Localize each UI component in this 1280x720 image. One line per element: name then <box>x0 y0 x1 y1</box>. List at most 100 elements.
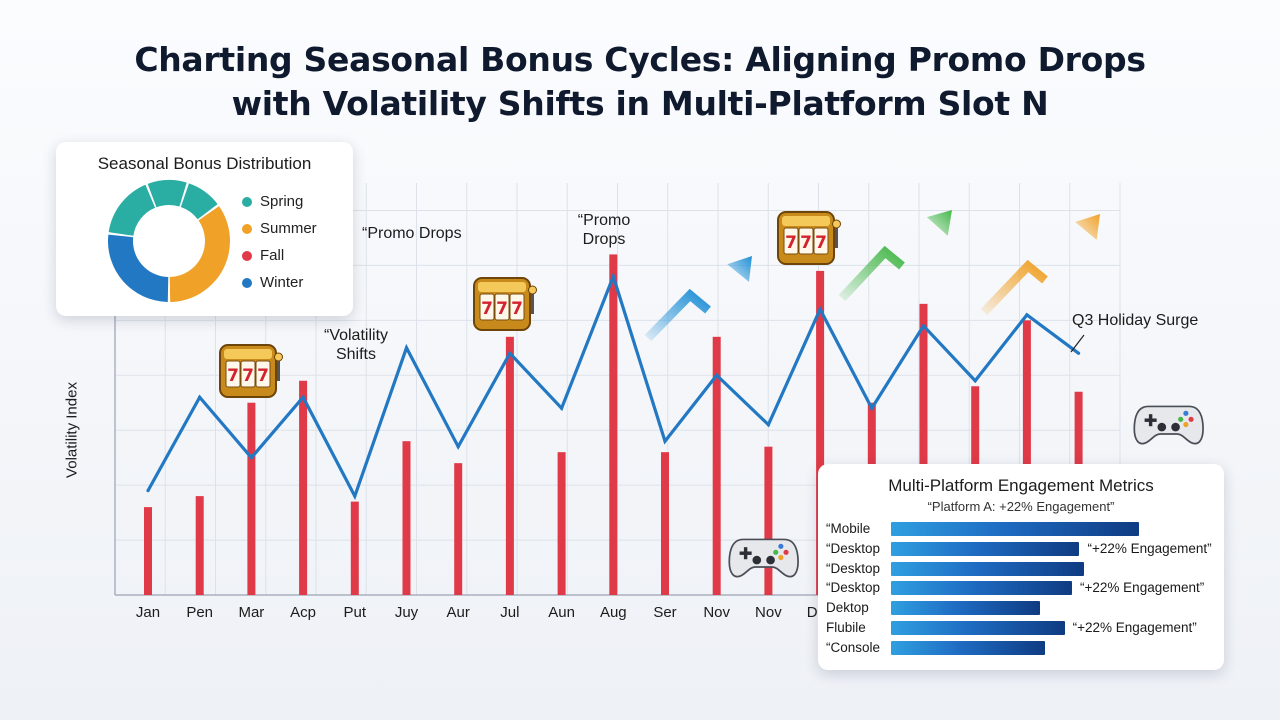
annotation-promo-drops-2: “Promo Drops <box>577 212 631 248</box>
engagement-bar <box>891 640 1045 655</box>
x-tick-label: Nov <box>755 604 782 621</box>
slot-machine-seven: 7 <box>800 233 812 253</box>
line-point-14 <box>870 406 874 410</box>
gamepad-button <box>1178 416 1184 422</box>
engagement-label: Flubile <box>826 620 866 635</box>
page-title-line-1: Charting Seasonal Bonus Cycles: Aligning… <box>134 40 1146 79</box>
line-point-0 <box>146 489 150 493</box>
gamepad-button <box>1188 416 1194 422</box>
line-point-13 <box>818 307 822 311</box>
engagement-bar <box>891 541 1080 556</box>
gamepad-dpad <box>743 547 748 560</box>
line-point-2 <box>249 456 253 460</box>
legend-swatch-fall <box>242 250 252 261</box>
legend-item-spring: Spring <box>242 188 317 215</box>
gamepad-button <box>778 554 784 561</box>
x-tick-label: Aun <box>548 604 575 621</box>
donut-title: Seasonal Bonus Distribution <box>97 154 312 173</box>
engagement-title: Multi-Platform Engagement Metrics <box>888 476 1154 495</box>
gamepad-icon <box>728 538 799 578</box>
x-tick-label: Jul <box>500 604 520 621</box>
slot-machine-seven: 7 <box>496 299 508 319</box>
bar-15 <box>919 303 928 595</box>
x-tick-label: Juy <box>394 604 419 621</box>
x-tick-label: Acp <box>290 604 317 621</box>
engagement-label: “Console <box>826 639 881 655</box>
annotation-q3-holiday-surge: Q3 Holiday Surge <box>1072 312 1199 329</box>
engagement-row: “Desktop “+22% Engagement” <box>818 539 1224 559</box>
slot-machine-seven: 7 <box>227 366 239 386</box>
trend-arrow-head <box>926 210 952 236</box>
line-point-11 <box>715 373 719 377</box>
engagement-bar <box>891 561 1085 576</box>
engagement-row: “Console <box>818 638 1224 658</box>
bar-7 <box>505 336 514 595</box>
engagement-annotation: “+22% Engagement” <box>1080 580 1205 596</box>
trend-arrow-shaft <box>644 288 711 342</box>
engagement-metrics-panel: Multi-Platform Engagement Metrics “Platf… <box>818 464 1224 670</box>
bar-8 <box>557 452 566 595</box>
x-tick-label: Mar <box>238 604 265 621</box>
slot-machine-reel <box>479 293 495 321</box>
bar-12 <box>764 446 773 595</box>
gamepad-button <box>778 543 784 549</box>
slot-machine-reel <box>813 227 829 255</box>
engagement-label: “Desktop <box>826 540 881 556</box>
line-point-8 <box>560 406 564 410</box>
bar-10 <box>661 452 669 595</box>
page-title-line-2: with Volatility Shifts in Multi-Platform… <box>231 84 1049 123</box>
slot-machine-lever <box>277 359 280 381</box>
line-point-7 <box>508 351 512 355</box>
donut-legend: Spring Summer Fall Winter <box>242 188 317 296</box>
x-tick-label: Ser <box>653 604 677 621</box>
engagement-row: “Mobile <box>818 519 1224 539</box>
engagement-bar <box>891 522 1139 536</box>
engagement-row: “Desktop <box>818 559 1224 579</box>
trend-arrow-icon <box>644 256 752 342</box>
bar-11 <box>712 336 721 595</box>
line-point-4 <box>353 494 357 498</box>
gamepad-body <box>728 538 799 578</box>
legend-label: Summer <box>260 220 317 237</box>
slot-machine-knob <box>528 285 537 295</box>
y-axis-label: Volatility Index <box>63 382 81 478</box>
page-title: Charting Seasonal Bonus Cycles: Aligning… <box>0 38 1280 126</box>
gamepad-button <box>773 549 779 555</box>
gamepad-button <box>1183 410 1189 416</box>
line-point-9 <box>611 274 615 278</box>
seasonal-donut-chart <box>108 180 230 302</box>
trend-arrow-shaft <box>838 245 905 302</box>
slot-machine-reel <box>240 360 256 388</box>
donut-slice-spring-2 <box>147 180 187 208</box>
annotation-promo-drops-1: “Promo Drops <box>362 225 462 242</box>
legend-swatch-winter <box>242 277 252 288</box>
engagement-bar <box>891 601 1040 616</box>
gamepad-body <box>1133 405 1204 445</box>
slot-machine-lever <box>531 292 534 314</box>
slot-machine-top <box>478 282 526 292</box>
bar-2 <box>247 402 256 595</box>
engagement-label: “Mobile <box>826 521 871 536</box>
gamepad-stick <box>1171 422 1180 432</box>
x-tick-label: Put <box>343 604 367 621</box>
engagement-label: Dektop <box>826 600 869 616</box>
line-point-10 <box>663 439 667 443</box>
legend-swatch-summer <box>242 223 252 234</box>
trend-arrow-head <box>727 256 752 282</box>
engagement-subtitle: “Platform A: +22% Engagement” <box>927 499 1115 514</box>
slot-machine-reel <box>798 227 814 255</box>
slot-machine-reel <box>255 360 271 388</box>
seasonal-bonus-panel: Seasonal Bonus Distribution Spring Summe… <box>56 142 353 316</box>
gamepad-stick <box>752 555 762 565</box>
legend-item-summer: Summer <box>242 215 317 242</box>
annotation-volatility-shifts: “Volatility Shifts <box>323 327 389 363</box>
trend-arrow-icon <box>838 210 952 302</box>
slot-machine-top <box>782 216 830 226</box>
line-point-18 <box>1077 351 1081 355</box>
bar-17 <box>1022 320 1031 595</box>
slot-machine-seven: 7 <box>511 299 523 319</box>
line-point-17 <box>1025 313 1029 317</box>
legend-item-fall: Fall <box>242 242 317 269</box>
